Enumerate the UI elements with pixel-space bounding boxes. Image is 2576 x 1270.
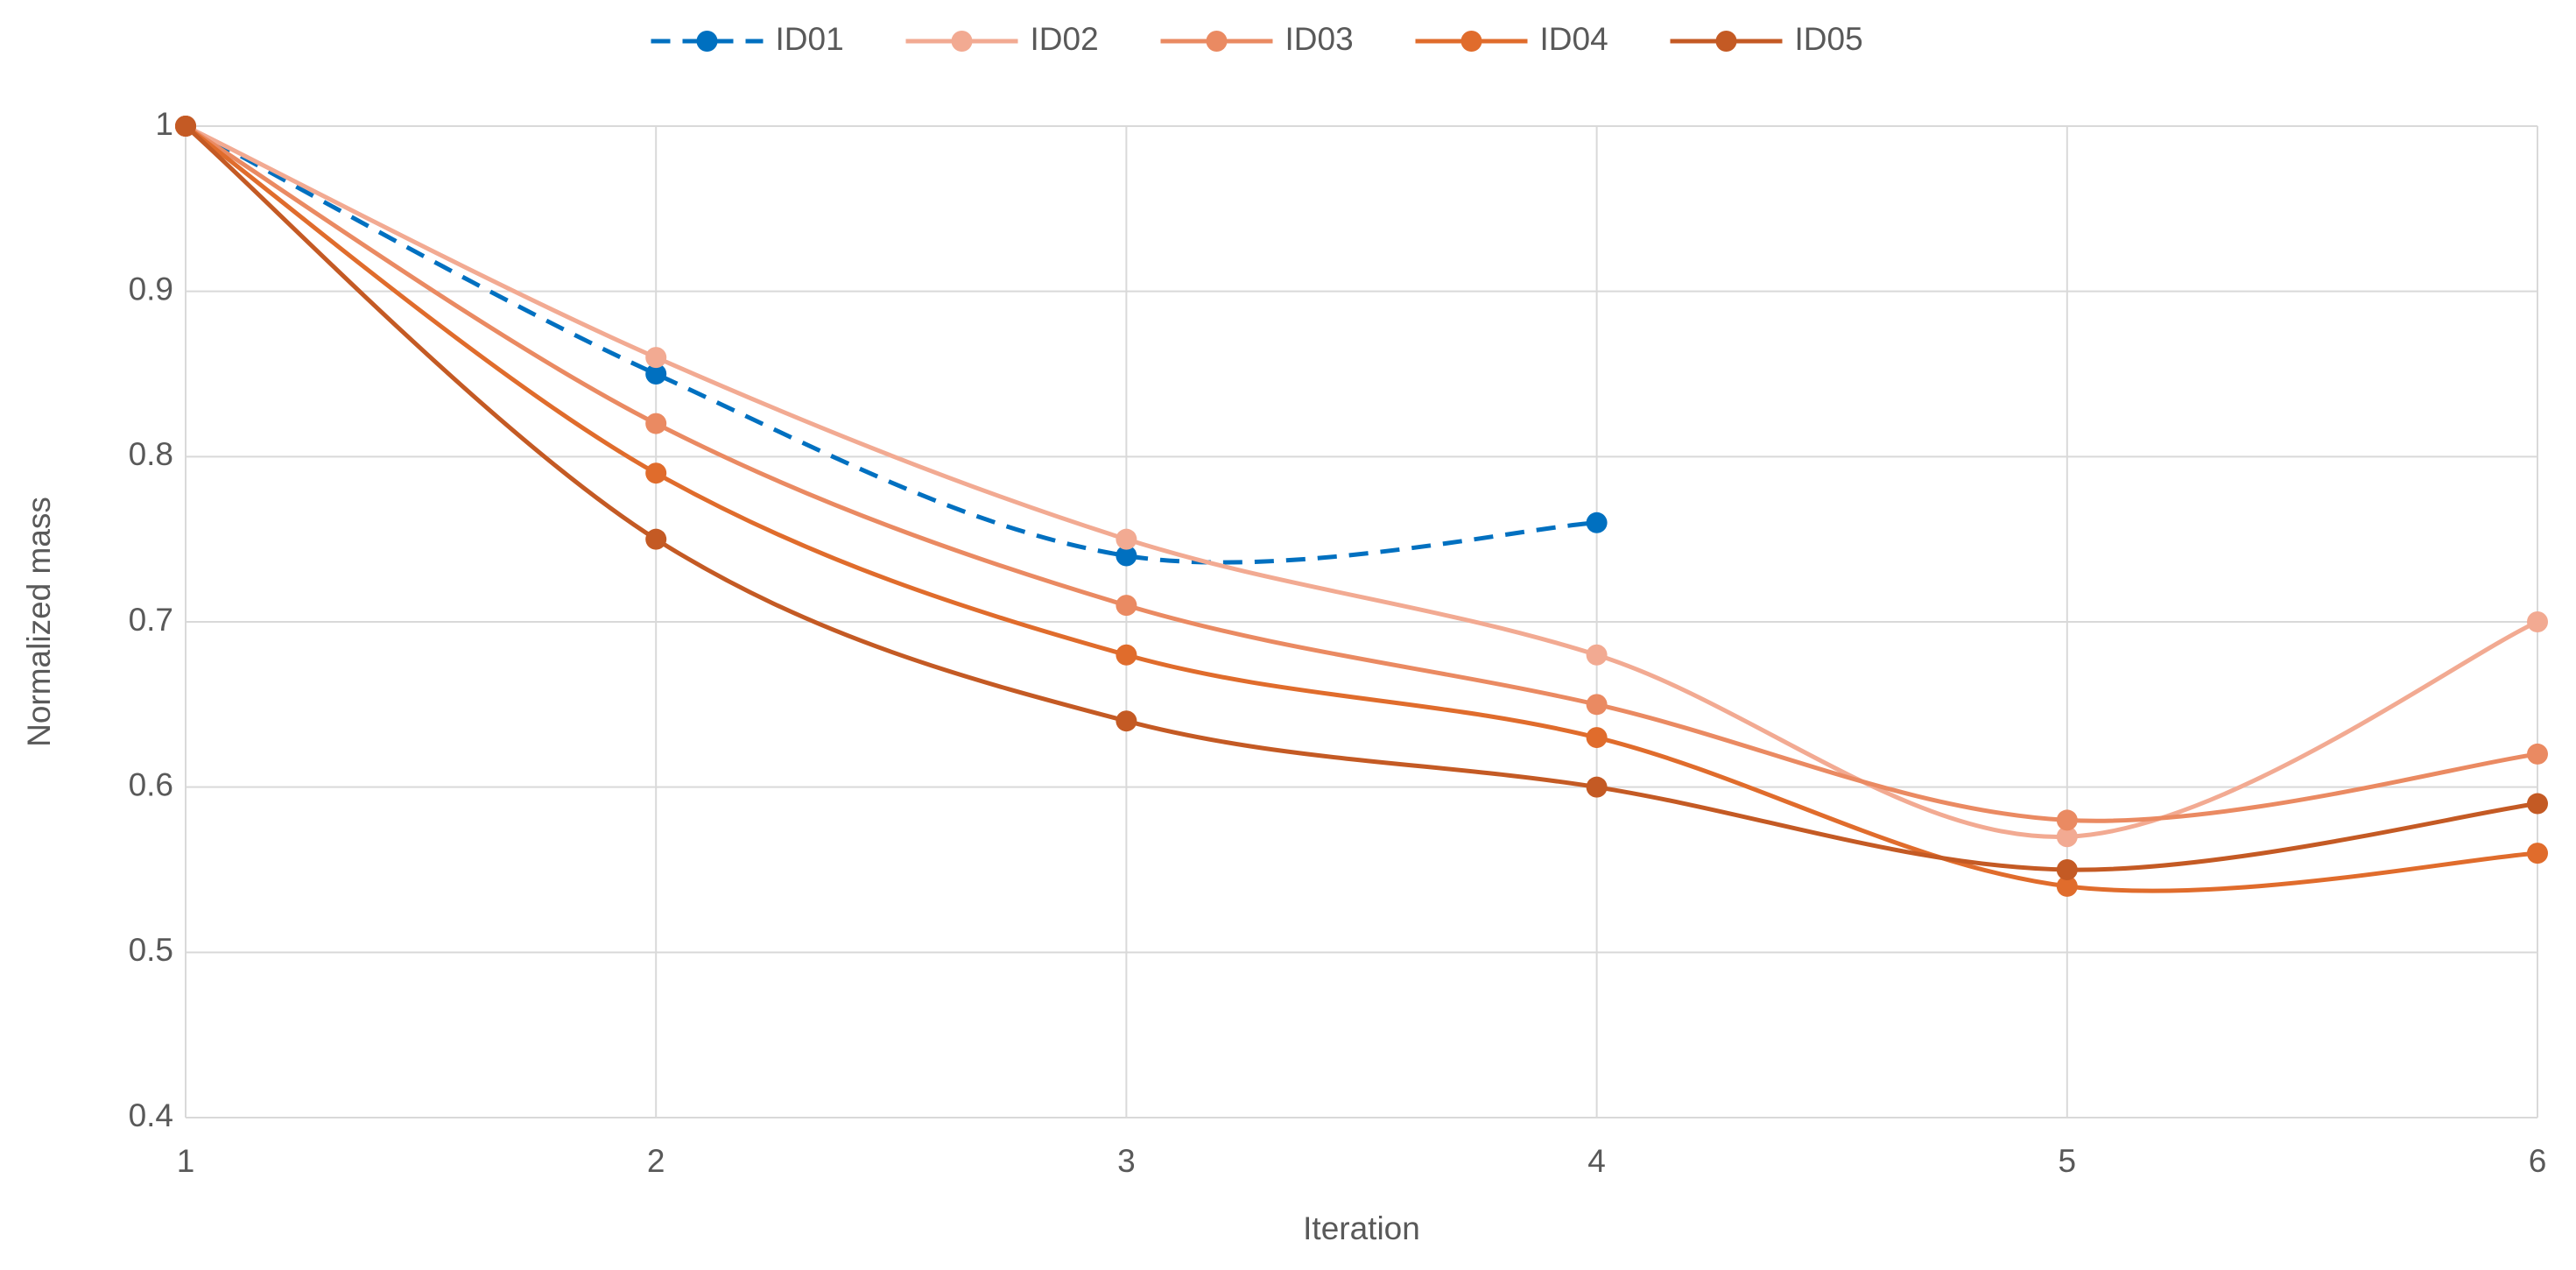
point-marker <box>1586 694 1608 716</box>
point-marker <box>1116 710 1137 732</box>
point-marker <box>645 347 667 369</box>
point-marker <box>1586 512 1608 533</box>
legend-marker <box>1206 31 1228 52</box>
x-tick-label: 6 <box>2529 1143 2547 1179</box>
series-line <box>184 124 2538 872</box>
point-marker <box>1116 595 1137 617</box>
x-tick-label: 5 <box>2059 1143 2077 1179</box>
legend-label: ID03 <box>1285 21 1354 57</box>
point-marker <box>2527 743 2548 765</box>
legend-label: ID05 <box>1795 21 1863 57</box>
y-tick-label: 0.6 <box>129 766 173 802</box>
legend-marker <box>1715 31 1737 52</box>
point-marker <box>1586 644 1608 666</box>
y-tick-label: 0.7 <box>129 602 173 638</box>
y-tick-label: 0.8 <box>129 436 173 472</box>
point-marker <box>645 413 667 434</box>
point-marker <box>175 116 196 137</box>
point-marker <box>1116 644 1137 666</box>
point-marker <box>645 528 667 550</box>
point-marker <box>645 462 667 484</box>
x-tick-label: 3 <box>1117 1143 1136 1179</box>
x-axis-title: Iteration <box>1303 1210 1420 1246</box>
series-line <box>184 123 2538 823</box>
y-tick-label: 0.9 <box>129 271 173 307</box>
point-marker <box>645 363 667 385</box>
legend-marker <box>1460 31 1482 52</box>
point-marker <box>1116 545 1137 567</box>
legend-marker <box>951 31 973 52</box>
series-line <box>184 123 2538 893</box>
point-marker <box>2527 843 2548 864</box>
point-marker <box>2056 826 2078 848</box>
legend-label: ID01 <box>776 21 844 57</box>
x-tick-label: 2 <box>647 1143 665 1179</box>
point-marker <box>2527 793 2548 815</box>
point-marker <box>2527 611 2548 632</box>
legend-label: ID04 <box>1540 21 1608 57</box>
point-marker <box>1116 528 1137 550</box>
x-tick-label: 1 <box>177 1143 195 1179</box>
legend-marker <box>696 31 718 52</box>
y-axis-title: Normalized mass <box>21 497 57 747</box>
series-line <box>184 123 2539 839</box>
point-marker <box>1586 776 1608 798</box>
y-tick-label: 0.4 <box>129 1097 173 1133</box>
point-marker <box>1586 727 1608 749</box>
y-tick-label: 1 <box>155 106 173 142</box>
series-line <box>184 123 1597 565</box>
x-tick-label: 4 <box>1587 1143 1606 1179</box>
legend-label: ID02 <box>1031 21 1099 57</box>
point-marker <box>2056 859 2078 880</box>
y-tick-label: 0.5 <box>129 932 173 968</box>
point-marker <box>2056 875 2078 897</box>
point-marker <box>2056 809 2078 831</box>
